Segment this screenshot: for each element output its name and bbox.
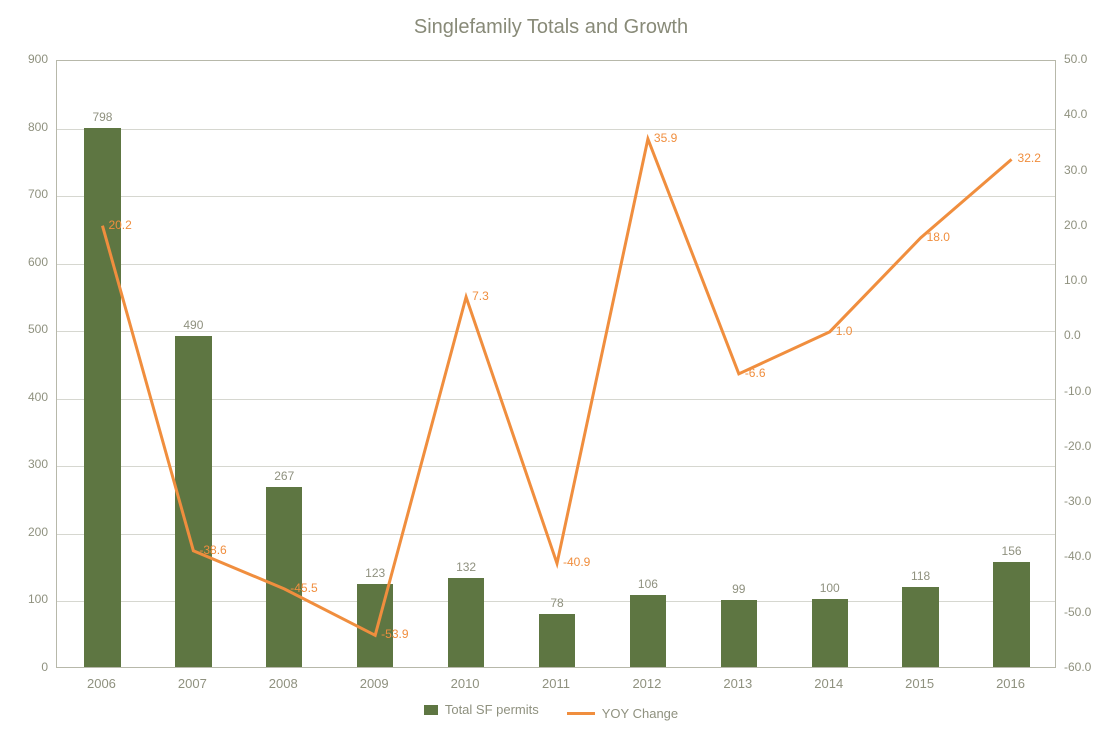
- x-tick-label: 2015: [905, 676, 934, 691]
- y2-tick-label: 50.0: [1064, 52, 1087, 66]
- legend-item-bars: Total SF permits: [424, 702, 539, 717]
- y1-tick-label: 800: [0, 120, 48, 134]
- line-value-label: -40.9: [563, 555, 590, 569]
- bar: [630, 595, 666, 667]
- bar-value-label: 118: [911, 569, 930, 583]
- x-tick-label: 2008: [269, 676, 298, 691]
- bar-value-label: 267: [274, 469, 294, 483]
- gridline: [57, 196, 1055, 197]
- legend-swatch-bar: [424, 705, 438, 715]
- y2-tick-label: 0.0: [1064, 328, 1081, 342]
- x-tick-label: 2013: [723, 676, 752, 691]
- y1-tick-label: 0: [0, 660, 48, 674]
- y1-tick-label: 300: [0, 457, 48, 471]
- x-tick-label: 2007: [178, 676, 207, 691]
- line-value-label: -53.9: [381, 627, 408, 641]
- line-value-label: 35.9: [654, 131, 677, 145]
- bar-value-label: 100: [820, 581, 840, 595]
- gridline: [57, 264, 1055, 265]
- line-value-label: -45.5: [290, 581, 317, 595]
- line-value-label: 32.2: [1018, 151, 1041, 165]
- bar: [357, 584, 393, 667]
- legend-label: YOY Change: [602, 706, 678, 721]
- line-value-label: 7.3: [472, 289, 489, 303]
- legend-label: Total SF permits: [445, 702, 539, 717]
- y1-tick-label: 900: [0, 52, 48, 66]
- y2-tick-label: -40.0: [1064, 549, 1091, 563]
- gridline: [57, 129, 1055, 130]
- bar: [266, 487, 302, 667]
- line-value-label: 1.0: [836, 324, 853, 338]
- x-tick-label: 2011: [542, 676, 570, 691]
- bar-value-label: 490: [183, 318, 203, 332]
- bar: [448, 578, 484, 667]
- y1-tick-label: 600: [0, 255, 48, 269]
- bar: [539, 614, 575, 667]
- x-tick-label: 2012: [632, 676, 661, 691]
- bar-value-label: 78: [550, 596, 563, 610]
- legend: Total SF permits YOY Change: [0, 702, 1102, 721]
- line-value-label: 20.2: [108, 218, 131, 232]
- bar: [84, 128, 120, 667]
- y2-tick-label: 40.0: [1064, 107, 1087, 121]
- bar: [812, 599, 848, 667]
- y1-tick-label: 100: [0, 592, 48, 606]
- gridline: [57, 331, 1055, 332]
- line-value-label: 18.0: [927, 230, 950, 244]
- chart-title: Singlefamily Totals and Growth: [0, 16, 1102, 39]
- y1-tick-label: 500: [0, 322, 48, 336]
- bar-value-label: 132: [456, 560, 476, 574]
- bar-value-label: 106: [638, 577, 658, 591]
- y2-tick-label: 30.0: [1064, 163, 1087, 177]
- bar: [175, 336, 211, 667]
- x-tick-label: 2006: [87, 676, 116, 691]
- y1-tick-label: 700: [0, 187, 48, 201]
- y1-tick-label: 400: [0, 390, 48, 404]
- bar: [721, 600, 757, 667]
- y2-tick-label: -60.0: [1064, 660, 1091, 674]
- combo-chart: Singlefamily Totals and Growth 798 490 267…: [0, 0, 1102, 751]
- line-value-label: -6.6: [745, 366, 766, 380]
- line-value-label: -38.6: [199, 543, 226, 557]
- bar-value-label: 99: [732, 582, 745, 596]
- y1-tick-label: 200: [0, 525, 48, 539]
- legend-item-line: YOY Change: [567, 706, 678, 721]
- y2-tick-label: -10.0: [1064, 384, 1091, 398]
- y2-tick-label: -20.0: [1064, 439, 1091, 453]
- x-tick-label: 2010: [451, 676, 480, 691]
- legend-swatch-line: [567, 712, 595, 715]
- y2-tick-label: -30.0: [1064, 494, 1091, 508]
- bar-value-label: 798: [92, 110, 112, 124]
- x-tick-label: 2014: [814, 676, 843, 691]
- x-tick-label: 2016: [996, 676, 1025, 691]
- bar-value-label: 156: [1002, 544, 1022, 558]
- plot-area: 798 490 267 123 132 78 106 99 100 118 156 20.2 -38.6…: [56, 60, 1056, 668]
- x-tick-label: 2009: [360, 676, 389, 691]
- bar: [993, 562, 1029, 667]
- y2-tick-label: 10.0: [1064, 273, 1087, 287]
- y2-tick-label: -50.0: [1064, 605, 1091, 619]
- bar-value-label: 123: [365, 566, 385, 580]
- y2-tick-label: 20.0: [1064, 218, 1087, 232]
- bar: [902, 587, 938, 667]
